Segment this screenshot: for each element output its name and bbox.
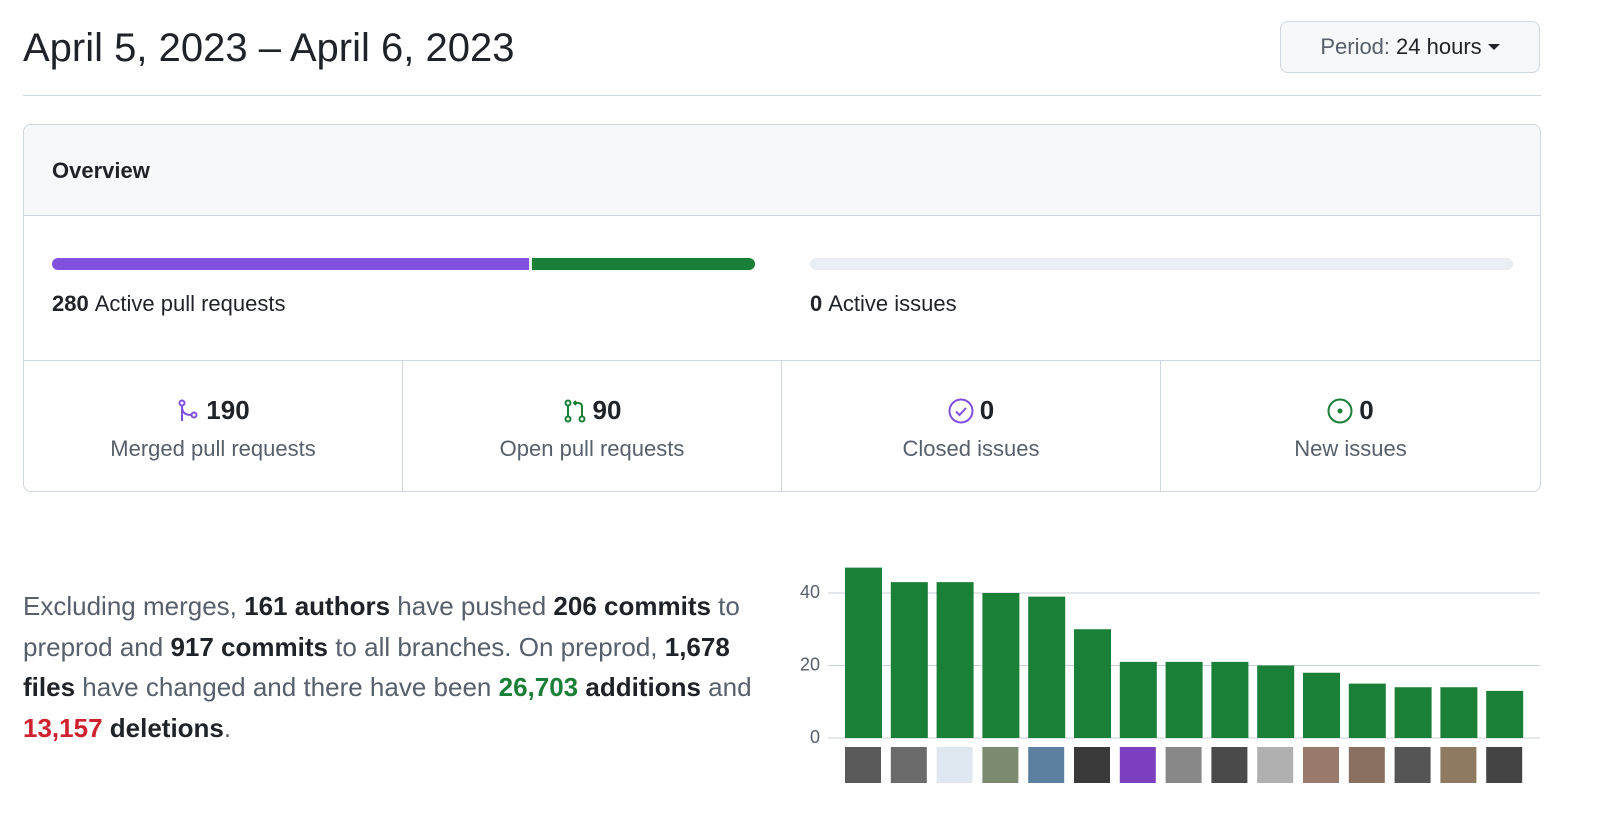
stat-label: New issues [1294, 436, 1407, 461]
avatar [845, 747, 881, 783]
pr-count-number: 280 [52, 291, 89, 316]
bar [890, 582, 928, 738]
avatar [936, 747, 973, 783]
pr-count-label: Active pull requests [94, 291, 286, 316]
avatar [1119, 747, 1156, 783]
stat-cell: 0 New issues [1161, 361, 1540, 491]
divider [24, 360, 1540, 361]
summary-segment: 13,157 [23, 712, 103, 743]
summary-segment: additions [578, 672, 701, 702]
stat-value: 90 [592, 395, 622, 425]
summary-segment: 26,703 [498, 672, 579, 702]
avatar [1165, 747, 1202, 783]
bar [1303, 672, 1340, 738]
pr-progress [52, 258, 755, 270]
avatar [1303, 747, 1339, 783]
summary-segment: and [700, 672, 752, 702]
summary-text: Excluding merges, 161 authors have pushe… [23, 586, 783, 748]
new-issue-icon [1327, 398, 1353, 423]
summary-segment: to all branches. On preprod, [327, 631, 665, 662]
avatar [1440, 747, 1477, 783]
bar [982, 593, 1020, 738]
issue-count: 0 Active issues [810, 291, 957, 317]
open-pr-icon [564, 399, 586, 422]
period-button[interactable]: Period: 24 hours [1280, 21, 1540, 73]
summary-segment: 1,678 files [23, 631, 730, 703]
divider [23, 95, 1541, 96]
overview-header: Overview [24, 125, 1540, 216]
stat-value: 0 [1359, 395, 1374, 425]
avatar [1211, 747, 1248, 783]
bar [1348, 683, 1386, 738]
avatar [1394, 747, 1431, 783]
bar [1211, 661, 1249, 738]
merged-icon [178, 399, 198, 421]
page-title: April 5, 2023 – April 6, 2023 [23, 26, 515, 70]
progress-segment [532, 258, 755, 270]
summary-segment: have pushed [390, 591, 554, 621]
summary-segment: deletions [102, 712, 224, 743]
summary-segment: to preprod and [23, 591, 740, 662]
stat-cell: 90 Open pull requests [403, 361, 782, 491]
avatar [1348, 747, 1385, 783]
closed-issue-icon [948, 398, 974, 423]
bar [1394, 687, 1432, 738]
bar [1119, 661, 1157, 738]
period-label: Period: [1320, 34, 1391, 59]
bar [1074, 629, 1111, 738]
bar [1486, 690, 1524, 738]
issue-count-label: Active issues [828, 291, 957, 316]
summary-segment: Excluding merges, [23, 591, 245, 621]
avatar [1257, 747, 1294, 783]
bar [1257, 665, 1295, 738]
summary-segment: 917 commits [170, 631, 328, 662]
stat-label: Closed issues [902, 436, 1040, 461]
y-tick-label: 40 [800, 582, 820, 602]
period-value: 24 hours [1396, 34, 1482, 59]
bar [845, 567, 882, 738]
avatar [982, 747, 1019, 783]
stat-cell: 0 Closed issues [782, 361, 1161, 491]
avatar [890, 747, 927, 783]
summary-segment: have changed and there have been [75, 672, 499, 702]
bar [1165, 661, 1203, 738]
stat-value: 190 [206, 395, 250, 425]
caret [1487, 44, 1500, 50]
summary-segment: 161 authors [244, 591, 391, 621]
summary-segment: . [223, 712, 232, 743]
issue-count-number: 0 [810, 291, 823, 316]
overview-title: Overview [52, 158, 150, 183]
progress-segment [52, 258, 530, 270]
issue-progress [810, 258, 1513, 270]
stat-value: 0 [979, 395, 995, 425]
summary-segment: 206 commits [553, 591, 711, 621]
avatar [1028, 747, 1065, 783]
y-tick-label: 0 [810, 727, 820, 747]
pr-count: 280 Active pull requests [52, 291, 285, 317]
bar [936, 582, 974, 738]
commits-chart: 0 20 40 [800, 567, 1540, 783]
avatar [1486, 747, 1523, 783]
y-tick-label: 20 [800, 654, 820, 674]
bar [1028, 596, 1066, 738]
avatar [1074, 747, 1110, 783]
stat-label: Open pull requests [499, 436, 685, 461]
overview-box: Overview 280 Active pull requests 0 Active… [23, 124, 1541, 492]
bar [1440, 687, 1478, 738]
stat-label: Merged pull requests [110, 436, 316, 461]
stat-cell: 190 Merged pull requests [24, 361, 403, 491]
